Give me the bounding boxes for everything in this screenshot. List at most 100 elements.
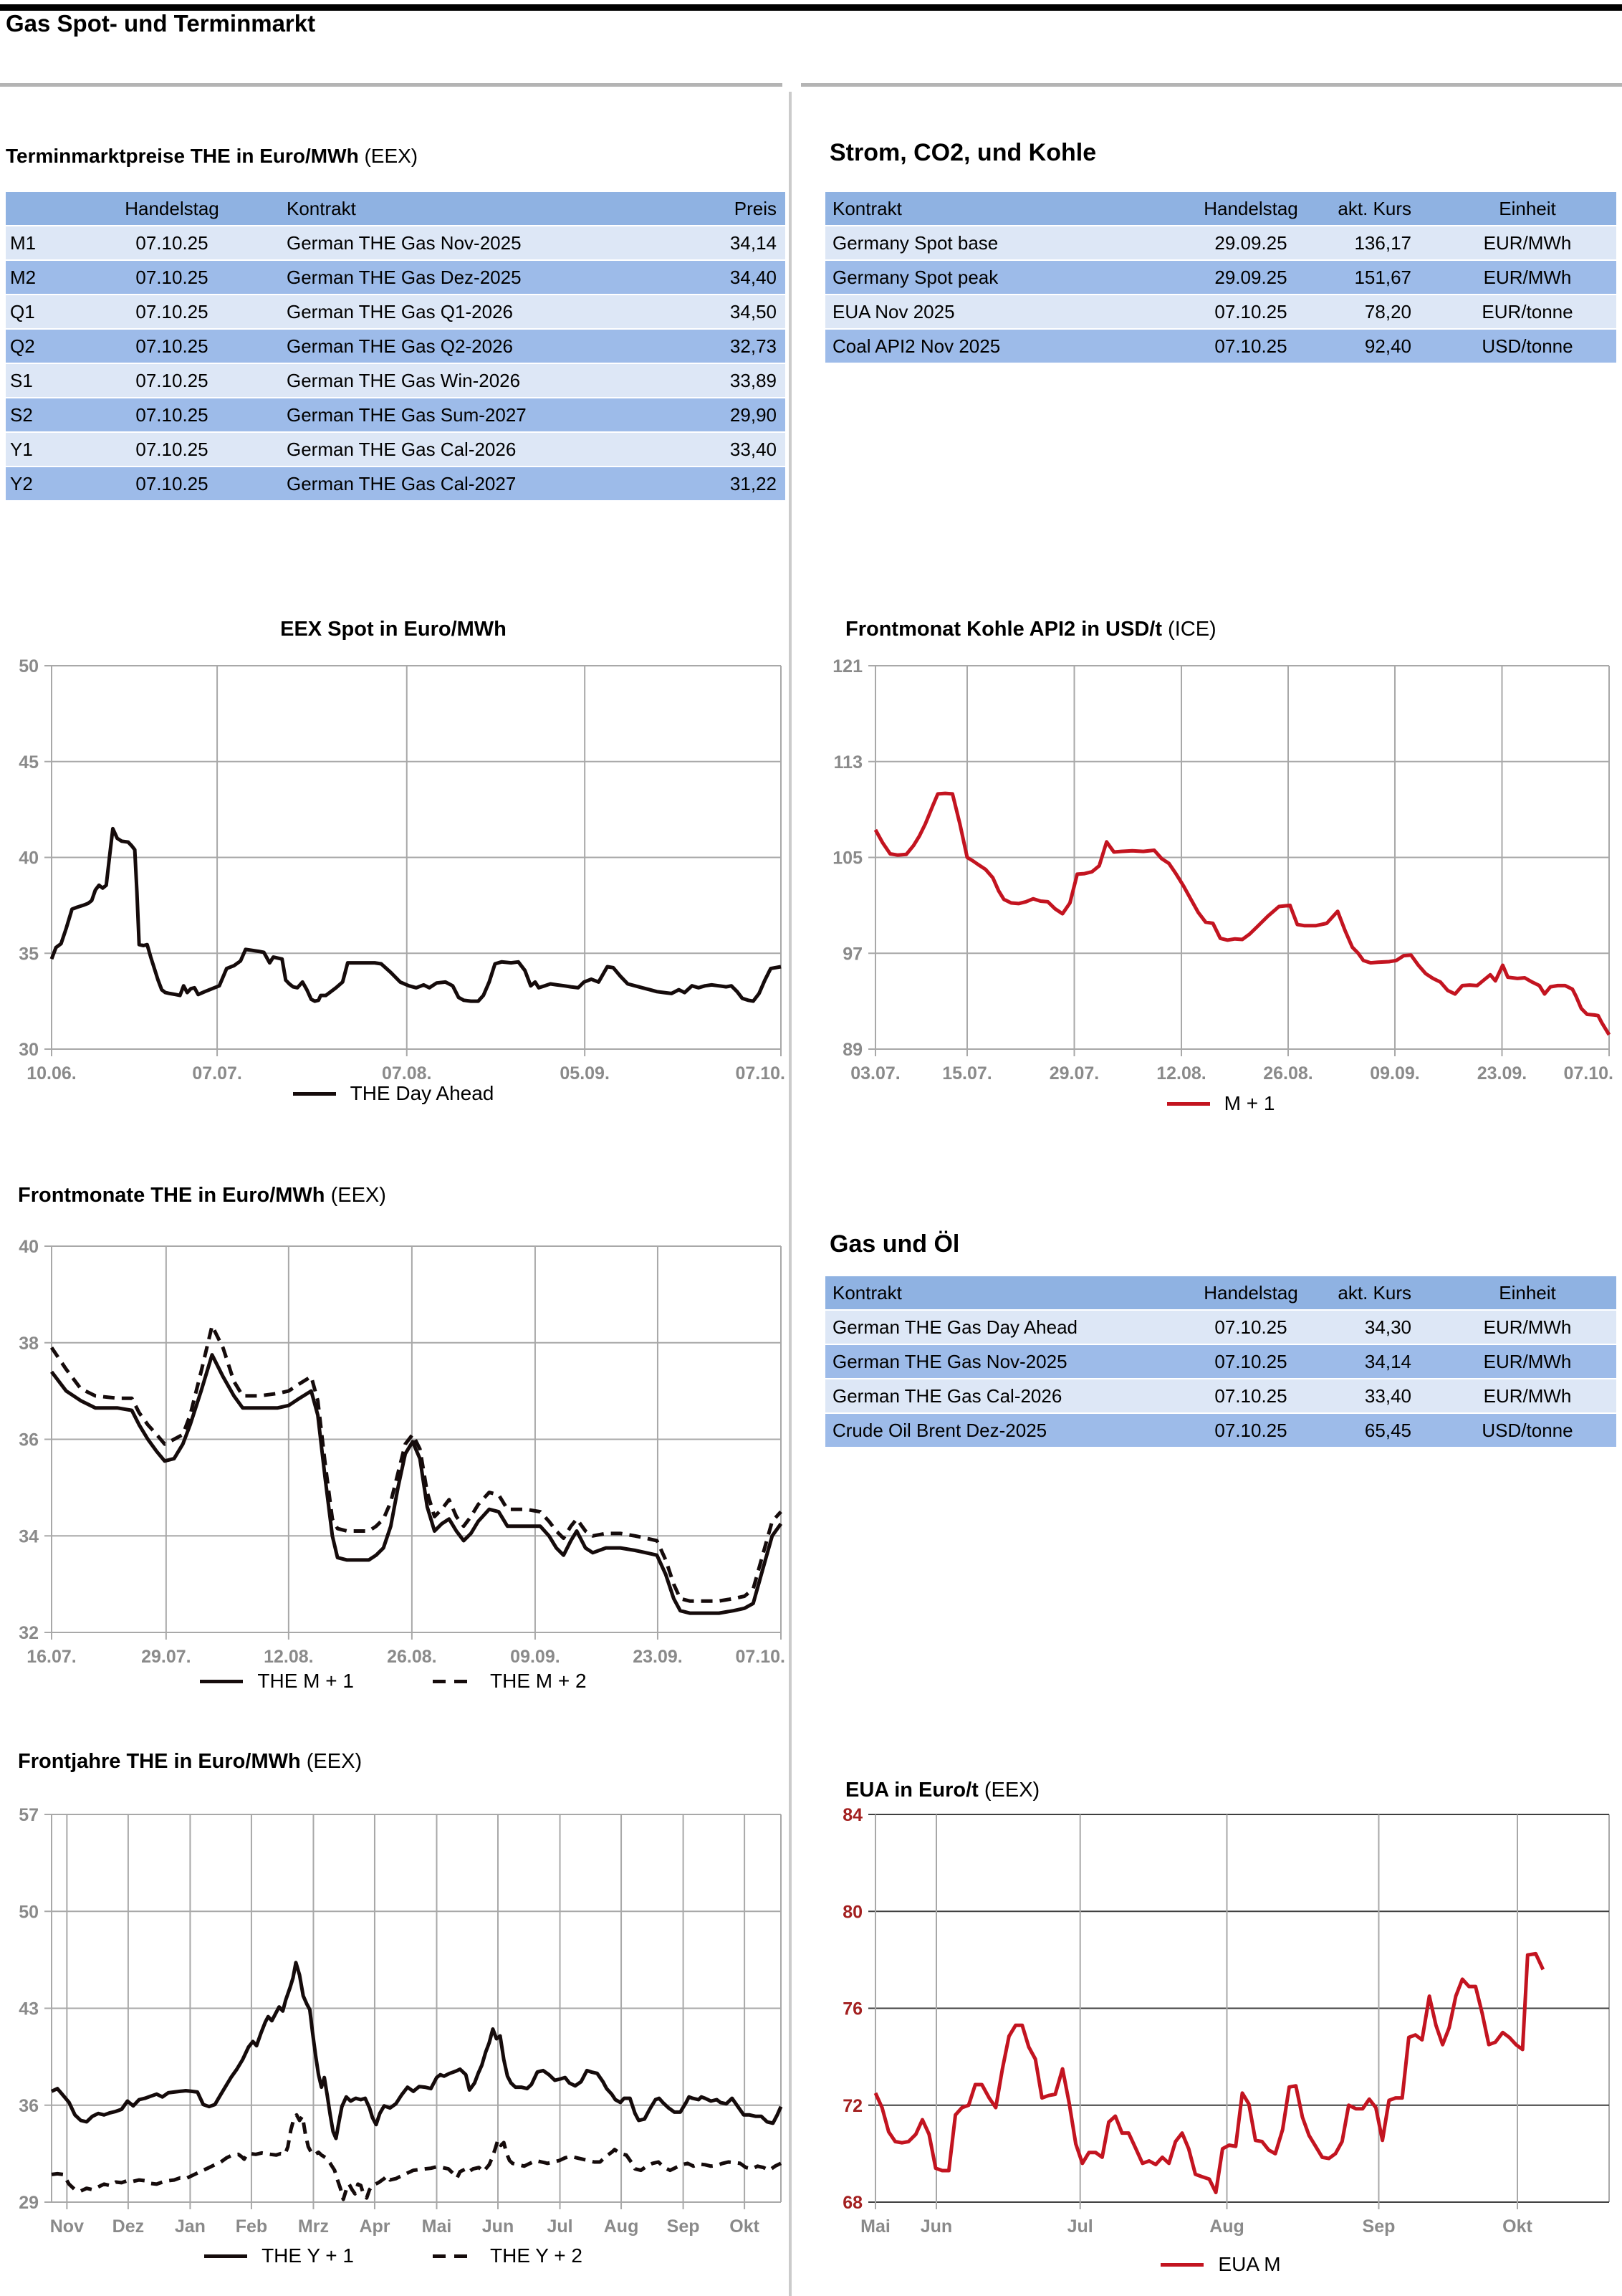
legend-label: THE M + 1 bbox=[257, 1670, 354, 1692]
y-axis-label: 105 bbox=[832, 848, 863, 869]
table-cell: 33,40 bbox=[1364, 1385, 1411, 1407]
y-axis-label: 38 bbox=[19, 1334, 39, 1354]
table-header-cell: Kontrakt bbox=[832, 1282, 902, 1304]
table-cell: Q2 bbox=[10, 335, 35, 357]
legend-item: THE Y + 1 bbox=[204, 2244, 354, 2267]
y-axis-label: 43 bbox=[19, 1999, 39, 2019]
series-m-+-1 bbox=[873, 791, 1611, 1036]
table-header-cell: Einheit bbox=[1499, 1282, 1556, 1304]
frontjahre-chart-title: Frontjahre THE in Euro/MWh (EEX) bbox=[18, 1750, 362, 1774]
eex_spot-chart: 30 35 40 45 50 10.06. 07.07. 07.08. 05.09. 07.10. bbox=[19, 656, 785, 1084]
table-cell: 29.09.25 bbox=[1214, 232, 1287, 254]
legend-item: THE M + 1 bbox=[200, 1670, 354, 1693]
table-cell: German THE Gas Cal-2026 bbox=[832, 1385, 1062, 1407]
table-row: Y1 07.10.25 German THE Gas Cal-2026 33,40 bbox=[6, 433, 785, 467]
table-row: Q2 07.10.25 German THE Gas Q2-2026 32,73 bbox=[6, 330, 785, 364]
table-cell: 07.10.25 bbox=[1214, 1385, 1287, 1407]
table-cell: M2 bbox=[10, 267, 37, 288]
table-cell: 07.10.25 bbox=[135, 301, 208, 322]
table-cell: 92,40 bbox=[1364, 335, 1411, 357]
x-axis-label: 23.09. bbox=[1477, 1063, 1527, 1084]
eua-legend: EUA M bbox=[825, 2253, 1616, 2276]
kohle-title-suffix: (ICE) bbox=[1161, 618, 1216, 641]
table-cell: 07.10.25 bbox=[1214, 1351, 1287, 1372]
x-axis-label: 16.07. bbox=[27, 1647, 77, 1667]
table-header-cell: Handelstag bbox=[1204, 1282, 1298, 1304]
table-header-cell: Kontrakt bbox=[287, 198, 356, 219]
eex-spot-title-main: EEX Spot in Euro/MWh bbox=[280, 618, 507, 641]
table-cell: 29,90 bbox=[729, 404, 777, 426]
frontmonate-chart-title: Frontmonate THE in Euro/MWh (EEX) bbox=[18, 1184, 386, 1207]
y-axis-label: 36 bbox=[19, 2096, 39, 2116]
table-cell: 33,89 bbox=[729, 370, 777, 391]
strom-co2-kohle-heading: Strom, CO2, und Kohle bbox=[830, 139, 1097, 166]
table-cell: S2 bbox=[10, 404, 33, 426]
table-cell: 07.10.25 bbox=[135, 473, 208, 494]
table-header-cell: akt. Kurs bbox=[1338, 198, 1411, 219]
table-header-row: Kontrakt Handelstag akt. Kurs Einheit bbox=[825, 192, 1616, 226]
table-row: M1 07.10.25 German THE Gas Nov-2025 34,14 bbox=[6, 226, 785, 261]
y-axis-label: 76 bbox=[843, 1999, 863, 2019]
table-cell: Y1 bbox=[10, 439, 33, 460]
legend-label: THE M + 2 bbox=[490, 1670, 587, 1692]
table-cell: 34,30 bbox=[1364, 1316, 1411, 1338]
solid-line-icon bbox=[292, 1091, 336, 1096]
table-header-cell: Preis bbox=[734, 198, 777, 219]
table-cell: 34,14 bbox=[1364, 1351, 1411, 1372]
table-cell: German THE Gas Q1-2026 bbox=[287, 301, 513, 322]
gas-oel-table: Kontrakt Handelstag akt. Kurs Einheit German… bbox=[825, 1276, 1616, 1448]
y-axis-label: 57 bbox=[19, 1805, 39, 1825]
x-axis-label: Feb bbox=[236, 2216, 267, 2237]
table-cell: 07.10.25 bbox=[135, 267, 208, 288]
terminmarkt-heading-main: Terminmarktpreise THE in Euro/MWh bbox=[6, 145, 359, 167]
y-axis-label: 40 bbox=[19, 1237, 39, 1257]
y-axis-label: 45 bbox=[19, 752, 39, 772]
table-cell: German THE Gas Nov-2025 bbox=[832, 1351, 1067, 1372]
y-axis-label: 97 bbox=[843, 944, 863, 964]
series-the-y-+-1 bbox=[50, 1961, 783, 2140]
x-axis-label: 07.10. bbox=[1563, 1063, 1613, 1084]
y-axis-label: 80 bbox=[843, 1902, 863, 1922]
frontjahre-chart: 29 36 43 50 57 Nov Dez Jan Feb Mrz Apr Mai Jun Jul Aug… bbox=[19, 1805, 783, 2237]
y-axis-label: 72 bbox=[843, 2096, 863, 2116]
table-cell: EUR/MWh bbox=[1483, 267, 1572, 288]
table-cell: Y2 bbox=[10, 473, 33, 494]
table-cell: Germany Spot base bbox=[832, 232, 999, 254]
x-axis-label: Jun bbox=[921, 2216, 952, 2237]
legend-label: EUA M bbox=[1218, 2253, 1281, 2275]
frontmonate-legend: THE M + 1 THE M + 2 bbox=[6, 1670, 781, 1693]
table-cell: German THE Gas Nov-2025 bbox=[287, 232, 522, 254]
table-cell: German THE Gas Win-2026 bbox=[287, 370, 521, 391]
x-axis-label: Mai bbox=[860, 2216, 891, 2237]
legend-item: EUA M bbox=[1161, 2253, 1281, 2276]
table-cell: 31,22 bbox=[729, 473, 777, 494]
top-border-bar bbox=[0, 4, 1622, 11]
frontmonate-chart: 32 34 36 38 40 16.07. 29.07. 12.08. 26.08. 09.09.… bbox=[19, 1237, 785, 1667]
table-header-cell: akt. Kurs bbox=[1338, 1282, 1411, 1304]
table-cell: 07.10.25 bbox=[135, 370, 208, 391]
y-axis-label: 113 bbox=[834, 752, 863, 772]
table-cell: 07.10.25 bbox=[1214, 1316, 1287, 1338]
table-cell: 65,45 bbox=[1364, 1420, 1411, 1441]
table-cell: 07.10.25 bbox=[135, 404, 208, 426]
x-axis-label: Apr bbox=[359, 2216, 390, 2237]
x-axis-label: Mrz bbox=[298, 2216, 329, 2237]
y-axis-label: 84 bbox=[843, 1805, 863, 1825]
table-header-cell: Kontrakt bbox=[832, 198, 902, 219]
eua-chart-title: EUA in Euro/t (EEX) bbox=[845, 1779, 1040, 1802]
table-header-cell: Handelstag bbox=[1204, 198, 1298, 219]
x-axis-label: 29.07. bbox=[141, 1647, 191, 1667]
table-cell: 07.10.25 bbox=[1214, 1420, 1287, 1441]
y-axis-label: 30 bbox=[19, 1040, 39, 1060]
table-cell: M1 bbox=[10, 232, 37, 254]
x-axis-label: 26.08. bbox=[387, 1647, 437, 1667]
strom-co2-kohle-table: Kontrakt Handelstag akt. Kurs Einheit German… bbox=[825, 192, 1616, 364]
table-cell: Crude Oil Brent Dez-2025 bbox=[832, 1420, 1047, 1441]
x-axis-label: 03.07. bbox=[850, 1063, 901, 1084]
table-row: M2 07.10.25 German THE Gas Dez-2025 34,40 bbox=[6, 261, 785, 295]
table-cell: German THE Gas Dez-2025 bbox=[287, 267, 522, 288]
table-cell: 34,50 bbox=[729, 301, 777, 322]
kohle-title-main: Frontmonat Kohle API2 in USD/t bbox=[845, 618, 1162, 641]
table-cell: 151,67 bbox=[1354, 267, 1411, 288]
